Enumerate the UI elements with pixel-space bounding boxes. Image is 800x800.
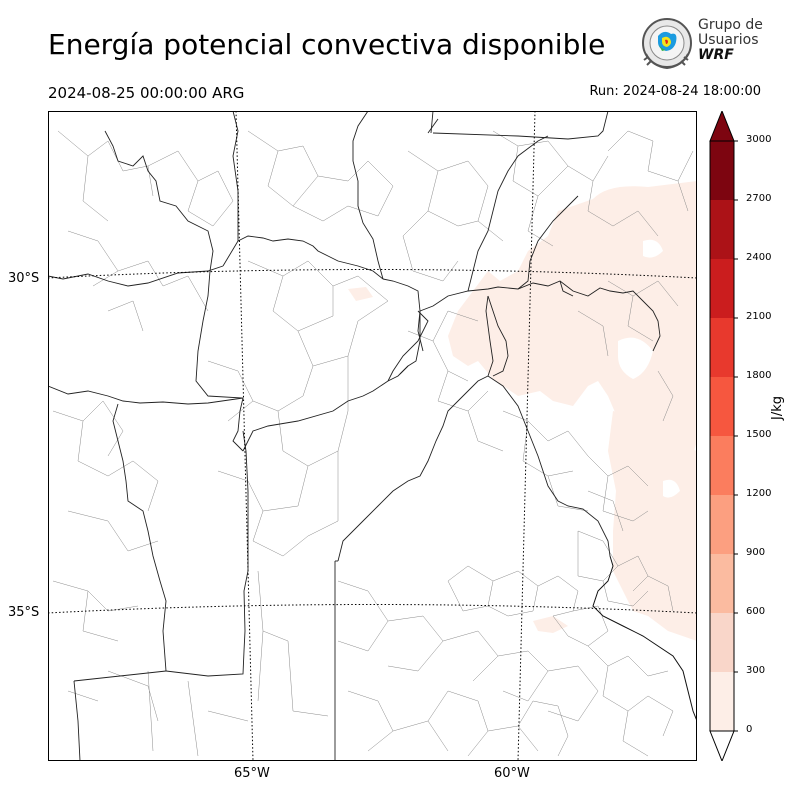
colorbar-bin [710, 672, 734, 731]
lat-label-30s: 30°S [8, 271, 40, 286]
colorbar-extend-low [709, 730, 735, 761]
colorbar-bin [710, 200, 734, 259]
colorbar-extend-high [709, 111, 735, 142]
logo-line-3: WRF [698, 47, 734, 63]
run-time: Run: 2024-08-24 18:00:00 [589, 84, 761, 99]
colorbar-tick-label: 0 [746, 724, 753, 735]
lat-label-35s: 35°S [8, 605, 40, 620]
cape-map [48, 111, 697, 761]
colorbar-tick-label: 2700 [746, 193, 772, 204]
graticule [48, 111, 697, 761]
colorbar-unit-label: J/kg [770, 396, 785, 420]
colorbar-tick-label: 900 [746, 547, 766, 558]
colorbar-tick-label: 600 [746, 606, 766, 617]
province-boundaries [48, 111, 661, 761]
colorbar-bin [710, 318, 734, 377]
colorbar-tick-label: 1200 [746, 488, 772, 499]
colorbar-bin [710, 495, 734, 554]
colorbar-tick-label: 3000 [746, 134, 772, 145]
department-boundaries [52, 130, 694, 757]
cape-shading [348, 181, 697, 641]
wrf-logo: Grupo de Usuarios WRF [638, 16, 768, 72]
colorbar-bin [710, 436, 734, 495]
coastline [592, 555, 697, 722]
colorbar-bin [710, 141, 734, 200]
colorbar-bin [710, 554, 734, 613]
colorbar-tick-label: 300 [746, 665, 766, 676]
colorbar-tick-label: 2400 [746, 252, 772, 263]
logo-line-2: Usuarios [698, 32, 759, 48]
colorbar-tick-label: 1500 [746, 429, 772, 440]
colorbar-bin [710, 613, 734, 672]
lon-label-65w: 65°W [234, 766, 270, 781]
colorbar-tick-label: 1800 [746, 370, 772, 381]
colorbar [709, 111, 738, 761]
map-title: Energía potencial convectiva disponible [48, 28, 606, 61]
valid-time: 2024-08-25 00:00:00 ARG [48, 84, 245, 102]
colorbar-tick-label: 2100 [746, 311, 772, 322]
colorbar-bin [710, 377, 734, 436]
lon-label-60w: 60°W [494, 766, 530, 781]
logo-line-1: Grupo de [698, 17, 763, 33]
globe-icon [642, 18, 692, 70]
colorbar-bin [710, 259, 734, 318]
